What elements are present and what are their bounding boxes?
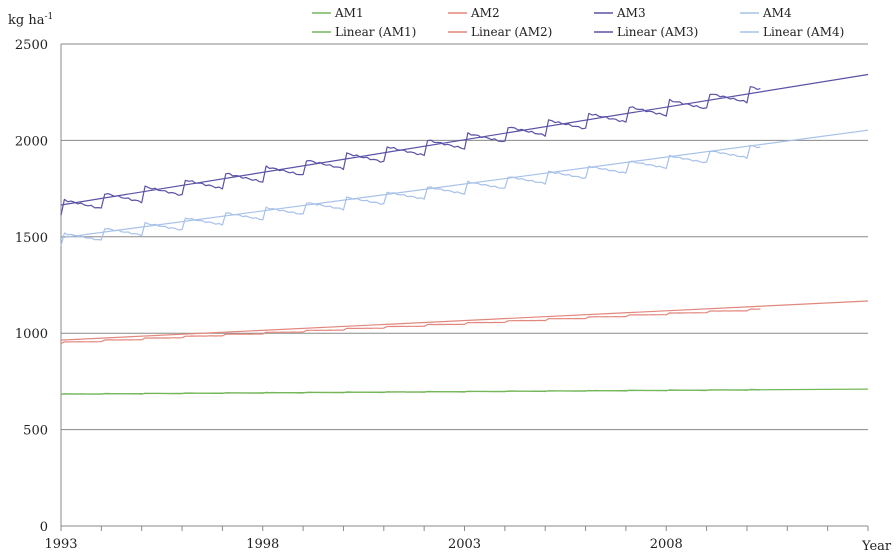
series-line-am4 xyxy=(60,144,761,246)
x-tick-label: 2008 xyxy=(650,537,683,552)
legend-label: Linear (AM2) xyxy=(471,25,552,39)
legend-label: Linear (AM4) xyxy=(763,25,844,39)
legend-label: AM4 xyxy=(762,6,792,20)
x-tick-label: 2003 xyxy=(448,537,481,552)
axes xyxy=(60,44,868,527)
x-tick-label: 1998 xyxy=(246,537,279,552)
series-line-linear-am3 xyxy=(60,73,869,206)
legend-label: Linear (AM3) xyxy=(617,25,698,39)
y-tick-label: 0 xyxy=(40,520,48,535)
x-axis-tick-labels: 1993 1998 2003 2008 xyxy=(44,537,682,552)
x-axis-ticks xyxy=(60,526,869,531)
y-tick-label: 2000 xyxy=(15,134,48,149)
legend: AM1 AM2 AM3 AM4 Linear (AM1) Linear (AM2) Line… xyxy=(312,6,844,39)
series-lines xyxy=(60,73,869,396)
legend-label: AM1 xyxy=(334,6,364,20)
x-tick-label: 1993 xyxy=(44,537,77,552)
legend-label: AM3 xyxy=(616,6,646,20)
x-axis-label: Year xyxy=(861,539,892,554)
y-axis-unit-label: kg ha-1 xyxy=(8,12,53,28)
y-axis-tick-labels: 0 500 1000 1500 2000 2500 xyxy=(15,38,48,535)
series-line-linear-am2 xyxy=(60,300,869,341)
series-line-linear-am1 xyxy=(60,388,869,395)
y-tick-label: 500 xyxy=(23,424,48,439)
legend-label: Linear (AM1) xyxy=(335,25,416,39)
series-line-linear-am4 xyxy=(60,129,869,239)
y-tick-label: 1000 xyxy=(15,327,48,342)
series-line-am2 xyxy=(60,308,761,345)
y-tick-label: 2500 xyxy=(15,38,48,53)
legend-label: AM2 xyxy=(470,6,500,20)
series-line-am3 xyxy=(60,86,761,216)
y-tick-label: 1500 xyxy=(15,231,48,246)
